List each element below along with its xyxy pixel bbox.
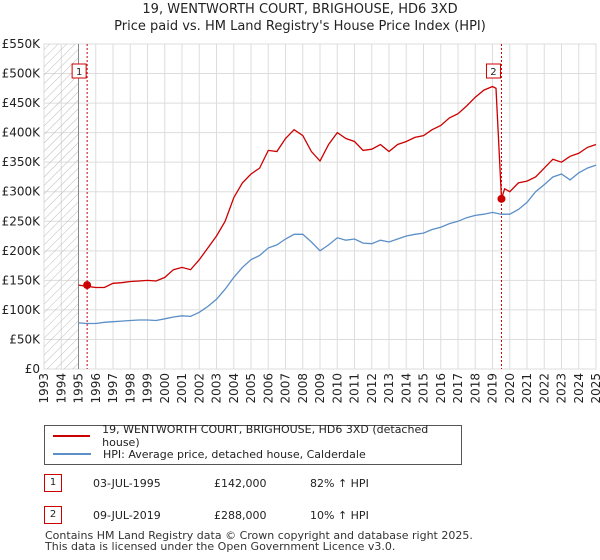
x-tick-label: 2004 (227, 373, 241, 404)
y-tick-label: £200K (2, 244, 42, 258)
sale-date-2: 09-JUL-2019 (93, 509, 161, 522)
x-tick-label: 2019 (486, 373, 500, 404)
x-tick-label: 2022 (537, 373, 551, 404)
hpi-line (78, 164, 597, 325)
sale-date-1: 03-JUL-1995 (93, 477, 161, 490)
y-tick-label: £250K (2, 214, 42, 228)
x-tick-label: 2012 (365, 373, 379, 404)
sale-row-1: 1 03-JUL-1995 £142,000 82% ↑ HPI (0, 474, 600, 494)
footer-line-1: Contains HM Land Registry data © Crown c… (45, 529, 473, 542)
x-tick-label: 2013 (382, 373, 396, 404)
y-tick-label: £0 (25, 362, 40, 376)
sale-hpi-1: 82% ↑ HPI (310, 477, 369, 490)
x-tick-label: 2010 (330, 373, 344, 404)
chart-legend: 19, WENTWORTH COURT, BRIGHOUSE, HD6 3XD … (44, 423, 462, 465)
sale-hpi-2: 10% ↑ HPI (310, 509, 369, 522)
legend-swatch-hpi (53, 453, 91, 455)
sale-1-marker (83, 281, 92, 290)
sale-price-2: £288,000 (214, 509, 267, 522)
x-tick-label: 2000 (158, 373, 172, 404)
footer-line-2: This data is licensed under the Open Gov… (45, 540, 396, 553)
x-tick-label: 2023 (555, 373, 569, 404)
price-chart: 1 2 £0 £50K £100K £150K £200K £250K £300K £350K £… (2, 37, 600, 404)
x-tick-label: 2005 (244, 373, 258, 404)
sale-row-2: 2 09-JUL-2019 £288,000 10% ↑ HPI (0, 506, 600, 526)
legend-item-property: 19, WENTWORTH COURT, BRIGHOUSE, HD6 3XD … (53, 423, 461, 449)
legend-label-hpi: HPI: Average price, detached house, Cald… (103, 447, 366, 461)
x-tick-label: 1993 (37, 373, 51, 404)
x-tick-label: 2009 (313, 373, 327, 404)
x-tick-label: 2011 (348, 373, 362, 404)
x-tick-label: 2024 (572, 373, 586, 404)
y-tick-label: £500K (2, 67, 42, 81)
legend-swatch-property (53, 435, 91, 437)
y-tick-label: £400K (2, 126, 42, 140)
x-tick-label: 2020 (503, 373, 517, 404)
x-tick-label: 2003 (210, 373, 224, 404)
x-tick-label: 2014 (399, 373, 413, 404)
x-tick-label: 2017 (451, 373, 465, 404)
y-tick-label: £100K (2, 303, 42, 317)
legend-label-property: 19, WENTWORTH COURT, BRIGHOUSE, HD6 3XD … (102, 423, 429, 449)
sale-badge-2: 2 (44, 506, 62, 524)
x-tick-label: 1998 (123, 373, 137, 404)
sale-2-marker (497, 194, 506, 203)
footer-attribution: Contains HM Land Registry data © Crown c… (45, 530, 473, 552)
x-tick-label: 1999 (141, 373, 155, 404)
y-tick-label: £50K (9, 332, 41, 346)
sale-2-box (485, 63, 501, 79)
sale-price-1: £142,000 (214, 477, 267, 490)
y-tick-label: £550K (2, 37, 42, 51)
x-tick-label: 2021 (520, 373, 534, 404)
y-tick-label: £450K (2, 96, 42, 110)
x-tick-label: 2002 (192, 373, 206, 404)
x-tick-label: 2015 (417, 373, 431, 404)
x-tick-label: 2001 (175, 373, 189, 404)
property-price-line (78, 85, 597, 289)
x-tick-label: 2016 (434, 373, 448, 404)
sale-badge-1: 1 (44, 474, 62, 492)
x-tick-label: 2025 (589, 373, 600, 404)
x-tick-label: 2006 (261, 373, 275, 404)
x-tick-label: 1996 (89, 373, 103, 404)
y-tick-label: £300K (2, 185, 42, 199)
x-tick-label: 1995 (72, 373, 86, 404)
y-tick-label: £150K (2, 273, 42, 287)
x-tick-label: 2007 (279, 373, 293, 404)
sale-2-label: 2 (490, 67, 496, 78)
x-tick-label: 2008 (296, 373, 310, 404)
x-tick-label: 1994 (54, 373, 68, 404)
legend-item-hpi: HPI: Average price, detached house, Cald… (53, 446, 366, 462)
y-tick-label: £350K (2, 155, 42, 169)
chart-title-line1: 19, WENTWORTH COURT, BRIGHOUSE, HD6 3XD (142, 2, 458, 17)
x-tick-label: 2018 (468, 373, 482, 404)
chart-title-line2: Price paid vs. HM Land Registry's House … (114, 19, 486, 34)
x-tick-label: 1997 (106, 373, 120, 404)
sale-1-box (71, 63, 87, 79)
hatched-region (44, 44, 79, 369)
sale-1-label: 1 (76, 67, 82, 78)
